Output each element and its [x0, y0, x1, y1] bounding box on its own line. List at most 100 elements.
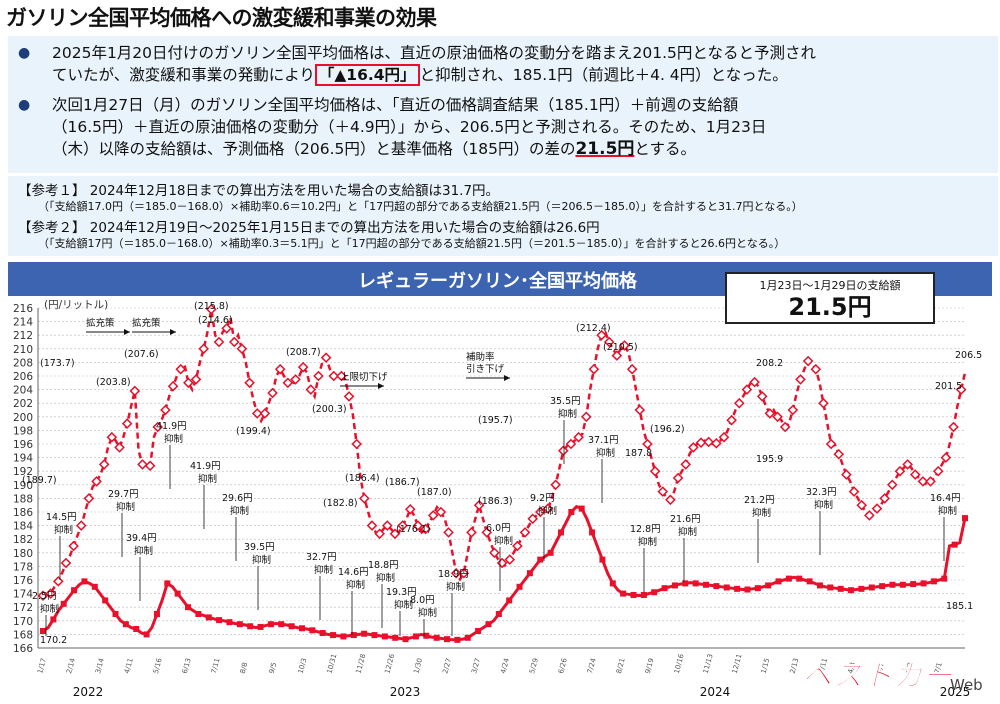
y-tick-label: 204 [13, 385, 33, 397]
predicted-price-point [665, 494, 676, 506]
predicted-price-point [198, 343, 209, 355]
actual-price-point [392, 634, 399, 641]
actual-price-point [848, 587, 855, 594]
predicted-price-point [152, 421, 164, 433]
suppression-label: 抑制 [230, 505, 249, 517]
predicted-price-point [825, 438, 837, 450]
y-tick-label: 166 [13, 643, 33, 655]
bullet-1-line2a: ていたが、激変緩和事業の発動により [52, 66, 315, 84]
actual-price-point [330, 632, 337, 639]
value-annotation: (215.8) [194, 301, 229, 312]
y-tick-label: 178 [13, 561, 33, 573]
reference-2: 【参考２】 2024年12月19日～2025年1月15日までの算出方法を用いた場… [18, 220, 600, 236]
predicted-price-point [649, 465, 661, 477]
actual-price-point [713, 583, 720, 590]
actual-price-point [599, 556, 606, 563]
x-tick-label: 3/27 [470, 657, 482, 674]
predicted-price-point [642, 438, 653, 450]
actual-price-point [506, 597, 513, 604]
suppression-label: 抑制 [252, 554, 271, 566]
predicted-price-point [473, 499, 485, 511]
predicted-price-point [68, 540, 79, 552]
payment-box-value: 21.5円 [788, 293, 872, 321]
x-tick-label: 4/11 [123, 657, 135, 674]
bullet-dot-icon: ● [18, 97, 31, 113]
predicted-price-point [733, 397, 745, 409]
suppression-label: 抑制 [418, 607, 437, 619]
value-annotation: 170.2 [40, 635, 67, 646]
bullet-1-line1: 2025年1月20日付けのガソリン全国平均価格は、直近の原油価格の変動分を踏まえ… [52, 44, 816, 62]
x-tick-label: 5/29 [528, 657, 540, 674]
suppression-amount: 21.6円 [670, 514, 701, 525]
predicted-price-point [519, 527, 531, 538]
phase-label: 引き下げ [466, 364, 505, 375]
y-tick-label: 176 [13, 575, 33, 587]
suppression-label: 抑制 [494, 535, 513, 547]
y-tick-label: 184 [13, 521, 33, 533]
actual-price-point [454, 636, 461, 643]
actual-price-point [837, 585, 844, 592]
actual-price-point [785, 575, 792, 582]
value-annotation: (212.4) [576, 323, 611, 334]
actual-price-point [962, 515, 968, 522]
predicted-price-point [657, 486, 669, 497]
y-axis-label: (円/リットル) [44, 299, 108, 311]
y-tick-label: 202 [13, 398, 33, 410]
y-tick-label: 194 [13, 453, 33, 465]
x-tick-label: 3/11 [817, 657, 829, 674]
x-tick-label: 12/26 [383, 652, 396, 674]
value-annotation: 208.2 [756, 358, 783, 369]
suppression-label: 抑制 [164, 433, 183, 445]
predicted-price-point [351, 438, 363, 450]
value-annotation: (186.7) [385, 477, 420, 488]
predicted-price-point [320, 352, 332, 363]
payment-highlight: 21.5円 [575, 139, 635, 159]
suppression-label: 抑制 [394, 599, 413, 611]
value-annotation: (210.5) [603, 342, 638, 353]
value-annotation: 185.1 [946, 601, 973, 612]
value-annotation: 187.8 [625, 448, 652, 459]
predicted-price-point [412, 520, 424, 531]
predicted-price-point [274, 363, 286, 375]
suppression-amount: 14.5円 [46, 512, 77, 523]
y-tick-label: 188 [13, 493, 33, 505]
predicted-price-point [91, 476, 102, 487]
actual-price-point [164, 580, 171, 587]
actual-price-point [361, 630, 368, 637]
value-annotation: 195.9 [756, 454, 783, 465]
predicted-price-point [83, 493, 95, 504]
x-tick-label: 10/31 [326, 653, 339, 675]
phase-label: 拡充策 [132, 317, 161, 329]
predicted-price-point [688, 442, 699, 453]
predicted-price-point [779, 421, 791, 433]
predicted-price-point [458, 567, 470, 579]
y-tick-label: 208 [13, 357, 33, 369]
x-tick-label: 7/11 [210, 657, 222, 674]
predicted-price-point [374, 528, 385, 540]
suppression-amount: 14.6円 [338, 567, 369, 578]
predicted-price-point [573, 431, 584, 443]
value-annotation: (195.7) [478, 415, 513, 426]
actual-price-point [578, 505, 585, 512]
predicted-price-point [550, 479, 561, 491]
actual-price-point [930, 578, 937, 585]
predicted-price-point [167, 380, 179, 392]
predicted-price-point [190, 374, 202, 385]
predicted-price-point [504, 554, 516, 565]
actual-price-point [298, 625, 305, 632]
reference-notes: 【参考１】 2024年12月18日までの算出方法を用いた場合の支給額は31.7円… [8, 176, 998, 256]
predicted-price-point [749, 376, 760, 388]
predicted-price-point [183, 377, 194, 389]
predicted-price-point [389, 528, 401, 540]
actual-price-point [537, 556, 544, 563]
predicted-price-point [718, 431, 730, 443]
predicted-price-point [60, 557, 72, 569]
suppression-label: 抑制 [198, 473, 217, 485]
predicted-price-point [450, 567, 462, 579]
suppression-amount: 39.4円 [126, 533, 157, 544]
actual-price-point [868, 584, 875, 591]
payment-box: 1月23日～1月29日の支給額 21.5円 [725, 272, 935, 324]
predicted-price-point [772, 411, 783, 423]
suppression-label: 抑制 [558, 408, 577, 420]
predicted-price-point [726, 414, 737, 426]
